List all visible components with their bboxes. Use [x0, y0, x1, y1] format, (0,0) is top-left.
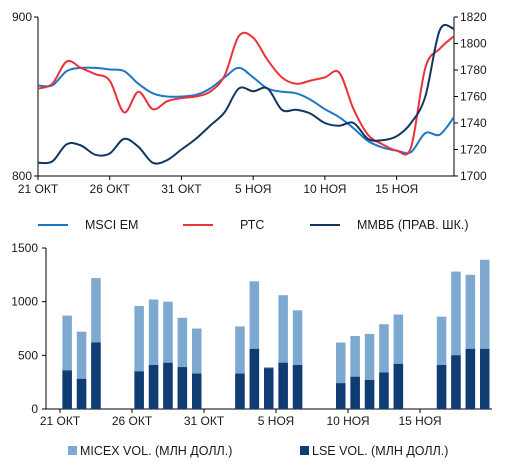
bar-micex-vol: [148, 299, 159, 409]
bar-micex-vol: [436, 316, 447, 409]
bar-lse-vol: [76, 378, 87, 409]
bar-lse-vol: [235, 373, 245, 409]
right-y-tick-label: 1740: [460, 116, 487, 130]
bar-lse-vol: [264, 368, 274, 409]
bar-micex-vol: [62, 315, 72, 409]
bar-x-tick-label: 26 ОКТ: [112, 414, 153, 428]
left-y-tick-label: 800: [12, 169, 32, 183]
bar-micex-vol: [192, 328, 202, 409]
bar-micex-vol: [465, 274, 476, 409]
bar-x-tick-label: 15 НОЯ: [398, 414, 441, 428]
legend-swatch-micex-vol: [68, 446, 77, 455]
bar-lse-vol: [177, 367, 188, 409]
bar-chart-legend: MICEX VOL. (МЛН ДОЛЛ.) LSE VOL. (МЛН ДОЛ…: [68, 444, 448, 458]
bar-lse-vol: [163, 362, 173, 409]
bar-y-tick-label: 0: [31, 402, 38, 416]
bar-micex-vol: [278, 295, 288, 409]
right-y-tick-label: 1700: [460, 169, 487, 183]
bar-micex-vol: [292, 310, 303, 409]
bar-x-tick-label: 5 НОЯ: [258, 414, 294, 428]
x-tick-label: 21 ОКТ: [18, 182, 59, 196]
bar-lse-vol: [134, 371, 144, 409]
bar-micex-vol: [336, 342, 346, 409]
bar-x-tick-label: 10 НОЯ: [326, 414, 369, 428]
bar-lse-vol: [278, 362, 288, 409]
bar-y-tick-label: 500: [18, 348, 38, 362]
legend-label-micex-vol: MICEX VOL. (МЛН ДОЛЛ.): [80, 444, 232, 458]
bar-x-tick-label: 21 ОКТ: [40, 414, 81, 428]
right-y-tick-label: 1820: [460, 10, 487, 24]
right-y-tick-label: 1780: [460, 63, 487, 77]
x-tick-label: 31 ОКТ: [161, 182, 202, 196]
bar-lse-vol: [379, 372, 389, 409]
legend-label-lse-vol: LSE VOL. (МЛН ДОЛЛ.): [312, 444, 448, 458]
bar-lse-vol: [364, 380, 375, 409]
bar-lse-vol: [436, 365, 447, 409]
bar-lse-vol: [336, 383, 346, 409]
line-chart-legend: MSCI EM РТС ММВБ (ПРАВ. ШК.): [38, 218, 468, 232]
bar-micex-vol: [134, 306, 144, 409]
line-chart: 800 900 1700 1720 1740 1760 1780 1800 1820 21 ОКТ…: [12, 10, 487, 196]
bar-lse-vol: [249, 348, 260, 409]
bar-lse-vol: [292, 365, 303, 409]
bar-micex-vol: [177, 317, 188, 409]
bar-lse-vol: [480, 348, 490, 409]
right-y-tick-label: 1800: [460, 37, 487, 51]
series-line-rts: [37, 31, 455, 156]
x-tick-label: 5 НОЯ: [235, 182, 271, 196]
bar-lse-vol: [62, 370, 72, 409]
bar-micex-vol: [379, 324, 389, 409]
bar-micex-vol: [249, 281, 260, 409]
bar-chart: 0 500 1000 1500 21 ОКТ 26 ОКТ 31 ОКТ 5 НОЯ 10 НО…: [11, 241, 492, 428]
left-y-tick-label: 900: [12, 10, 32, 24]
bar-lse-vol: [465, 348, 476, 409]
bar-micex-vol: [451, 271, 461, 409]
bar-lse-vol: [192, 373, 202, 409]
legend-label-micex-index: ММВБ (ПРАВ. ШК.): [357, 218, 468, 232]
right-y-tick-label: 1720: [460, 143, 487, 157]
legend-swatch-lse-vol: [300, 446, 309, 455]
bar-micex-vol: [76, 331, 87, 409]
x-tick-label: 15 НОЯ: [375, 182, 418, 196]
bar-y-tick-label: 1000: [11, 295, 38, 309]
bar-lse-vol: [393, 363, 404, 409]
bar-x-tick-label: 31 ОКТ: [184, 414, 225, 428]
bar-micex-vol: [393, 314, 404, 409]
bar-micex-vol: [163, 301, 173, 409]
x-tick-label: 26 ОКТ: [90, 182, 131, 196]
bar-lse-vol: [350, 376, 360, 409]
legend-label-msci-em: MSCI EM: [85, 218, 138, 232]
bar-lse-vol: [451, 355, 461, 409]
series-line-msci-em: [37, 66, 455, 155]
bar-lse-vol: [91, 342, 101, 409]
x-tick-label: 10 НОЯ: [303, 182, 346, 196]
bar-micex-vol: [480, 259, 490, 409]
series-line-micex-index: [37, 23, 455, 165]
bar-micex-vol: [235, 326, 245, 409]
right-y-tick-label: 1760: [460, 90, 487, 104]
legend-label-rts: РТС: [240, 218, 264, 232]
bar-lse-vol: [148, 365, 159, 409]
bar-micex-vol: [364, 333, 375, 409]
bar-y-tick-label: 1500: [11, 241, 38, 255]
bar-micex-vol: [350, 336, 360, 409]
